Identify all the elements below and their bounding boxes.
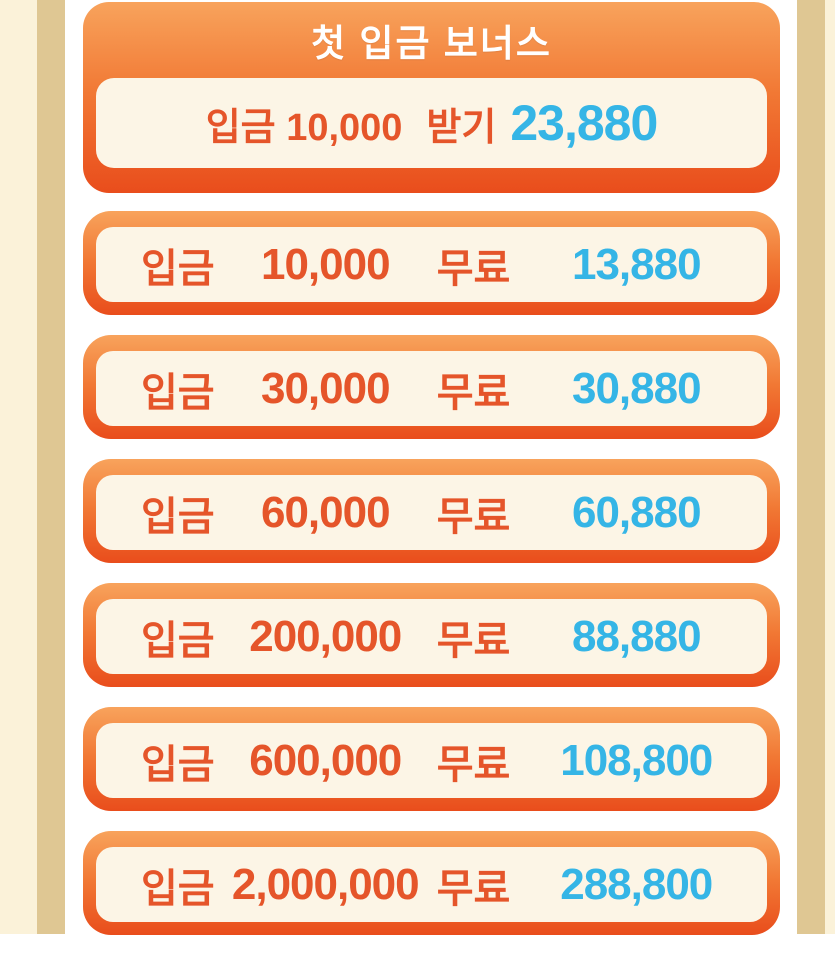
left-cream-strip [0,0,37,934]
deposit-label: 입금 [141,370,215,415]
claim-label: 받기 [426,106,497,149]
bonus-panel: 첫 입금 보너스 입금 10,000 받기 23,880 입금 10,000 무… [83,2,780,955]
right-tan-strip [797,0,825,934]
deposit-label: 입금 [141,866,215,911]
bonus-amount: 13,880 [571,239,702,289]
tier-row: 입금 30,000 무료 30,880 [96,351,767,426]
first-deposit-claim-button[interactable]: 입금 10,000 받기 23,880 [96,78,767,168]
deposit-tier-button-10000[interactable]: 입금 10,000 무료 13,880 [83,211,780,315]
deposit-word: 입금 [205,106,276,149]
left-tan-strip [37,0,65,934]
bonus-amount: 88,880 [571,611,702,661]
deposit-amount: 600,000 [249,735,402,785]
first-deposit-bonus-screen: 첫 입금 보너스 입금 10,000 받기 23,880 입금 10,000 무… [0,0,835,935]
bonus-amount: 288,800 [560,859,713,909]
deposit-amount: 60,000 [260,487,391,537]
free-label: 무료 [436,494,511,539]
bonus-amount: 30,880 [571,363,702,413]
first-deposit-bonus-card: 첫 입금 보너스 입금 10,000 받기 23,880 [83,2,780,193]
tier-row: 입금 600,000 무료 108,800 [96,723,767,798]
free-label: 무료 [436,866,511,911]
tier-row: 입금 2,000,000 무료 288,800 [96,847,767,922]
deposit-amount: 30,000 [260,363,391,413]
deposit-tier-button-600000[interactable]: 입금 600,000 무료 108,800 [83,707,780,811]
deposit-label: 입금 [141,742,215,787]
bonus-amount: 108,800 [560,735,713,785]
deposit-amount: 10,000 [260,239,391,289]
deposit-amount: 2,000,000 [231,859,420,909]
tier-row: 입금 60,000 무료 60,880 [96,475,767,550]
deposit-tier-button-2000000[interactable]: 입금 2,000,000 무료 288,800 [83,831,780,935]
deposit-amount: 10,000 [286,106,403,149]
tier-row: 입금 10,000 무료 13,880 [96,227,767,302]
panel-title: 첫 입금 보너스 [311,23,552,64]
bonus-amount: 60,880 [571,487,702,537]
deposit-tier-button-30000[interactable]: 입금 30,000 무료 30,880 [83,335,780,439]
first-deposit-bonus-value: 23,880 [510,95,658,151]
free-label: 무료 [436,246,511,291]
tier-row: 입금 200,000 무료 88,880 [96,599,767,674]
right-cream-strip [825,0,835,934]
deposit-label: 입금 [141,494,215,539]
free-label: 무료 [436,370,511,415]
deposit-label: 입금 [141,618,215,663]
deposit-label: 입금 [141,246,215,291]
deposit-tier-button-60000[interactable]: 입금 60,000 무료 60,880 [83,459,780,563]
free-label: 무료 [436,618,511,663]
first-deposit-label: 입금 10,000 [206,96,403,151]
deposit-amount: 200,000 [249,611,402,661]
deposit-tier-button-200000[interactable]: 입금 200,000 무료 88,880 [83,583,780,687]
free-label: 무료 [436,742,511,787]
